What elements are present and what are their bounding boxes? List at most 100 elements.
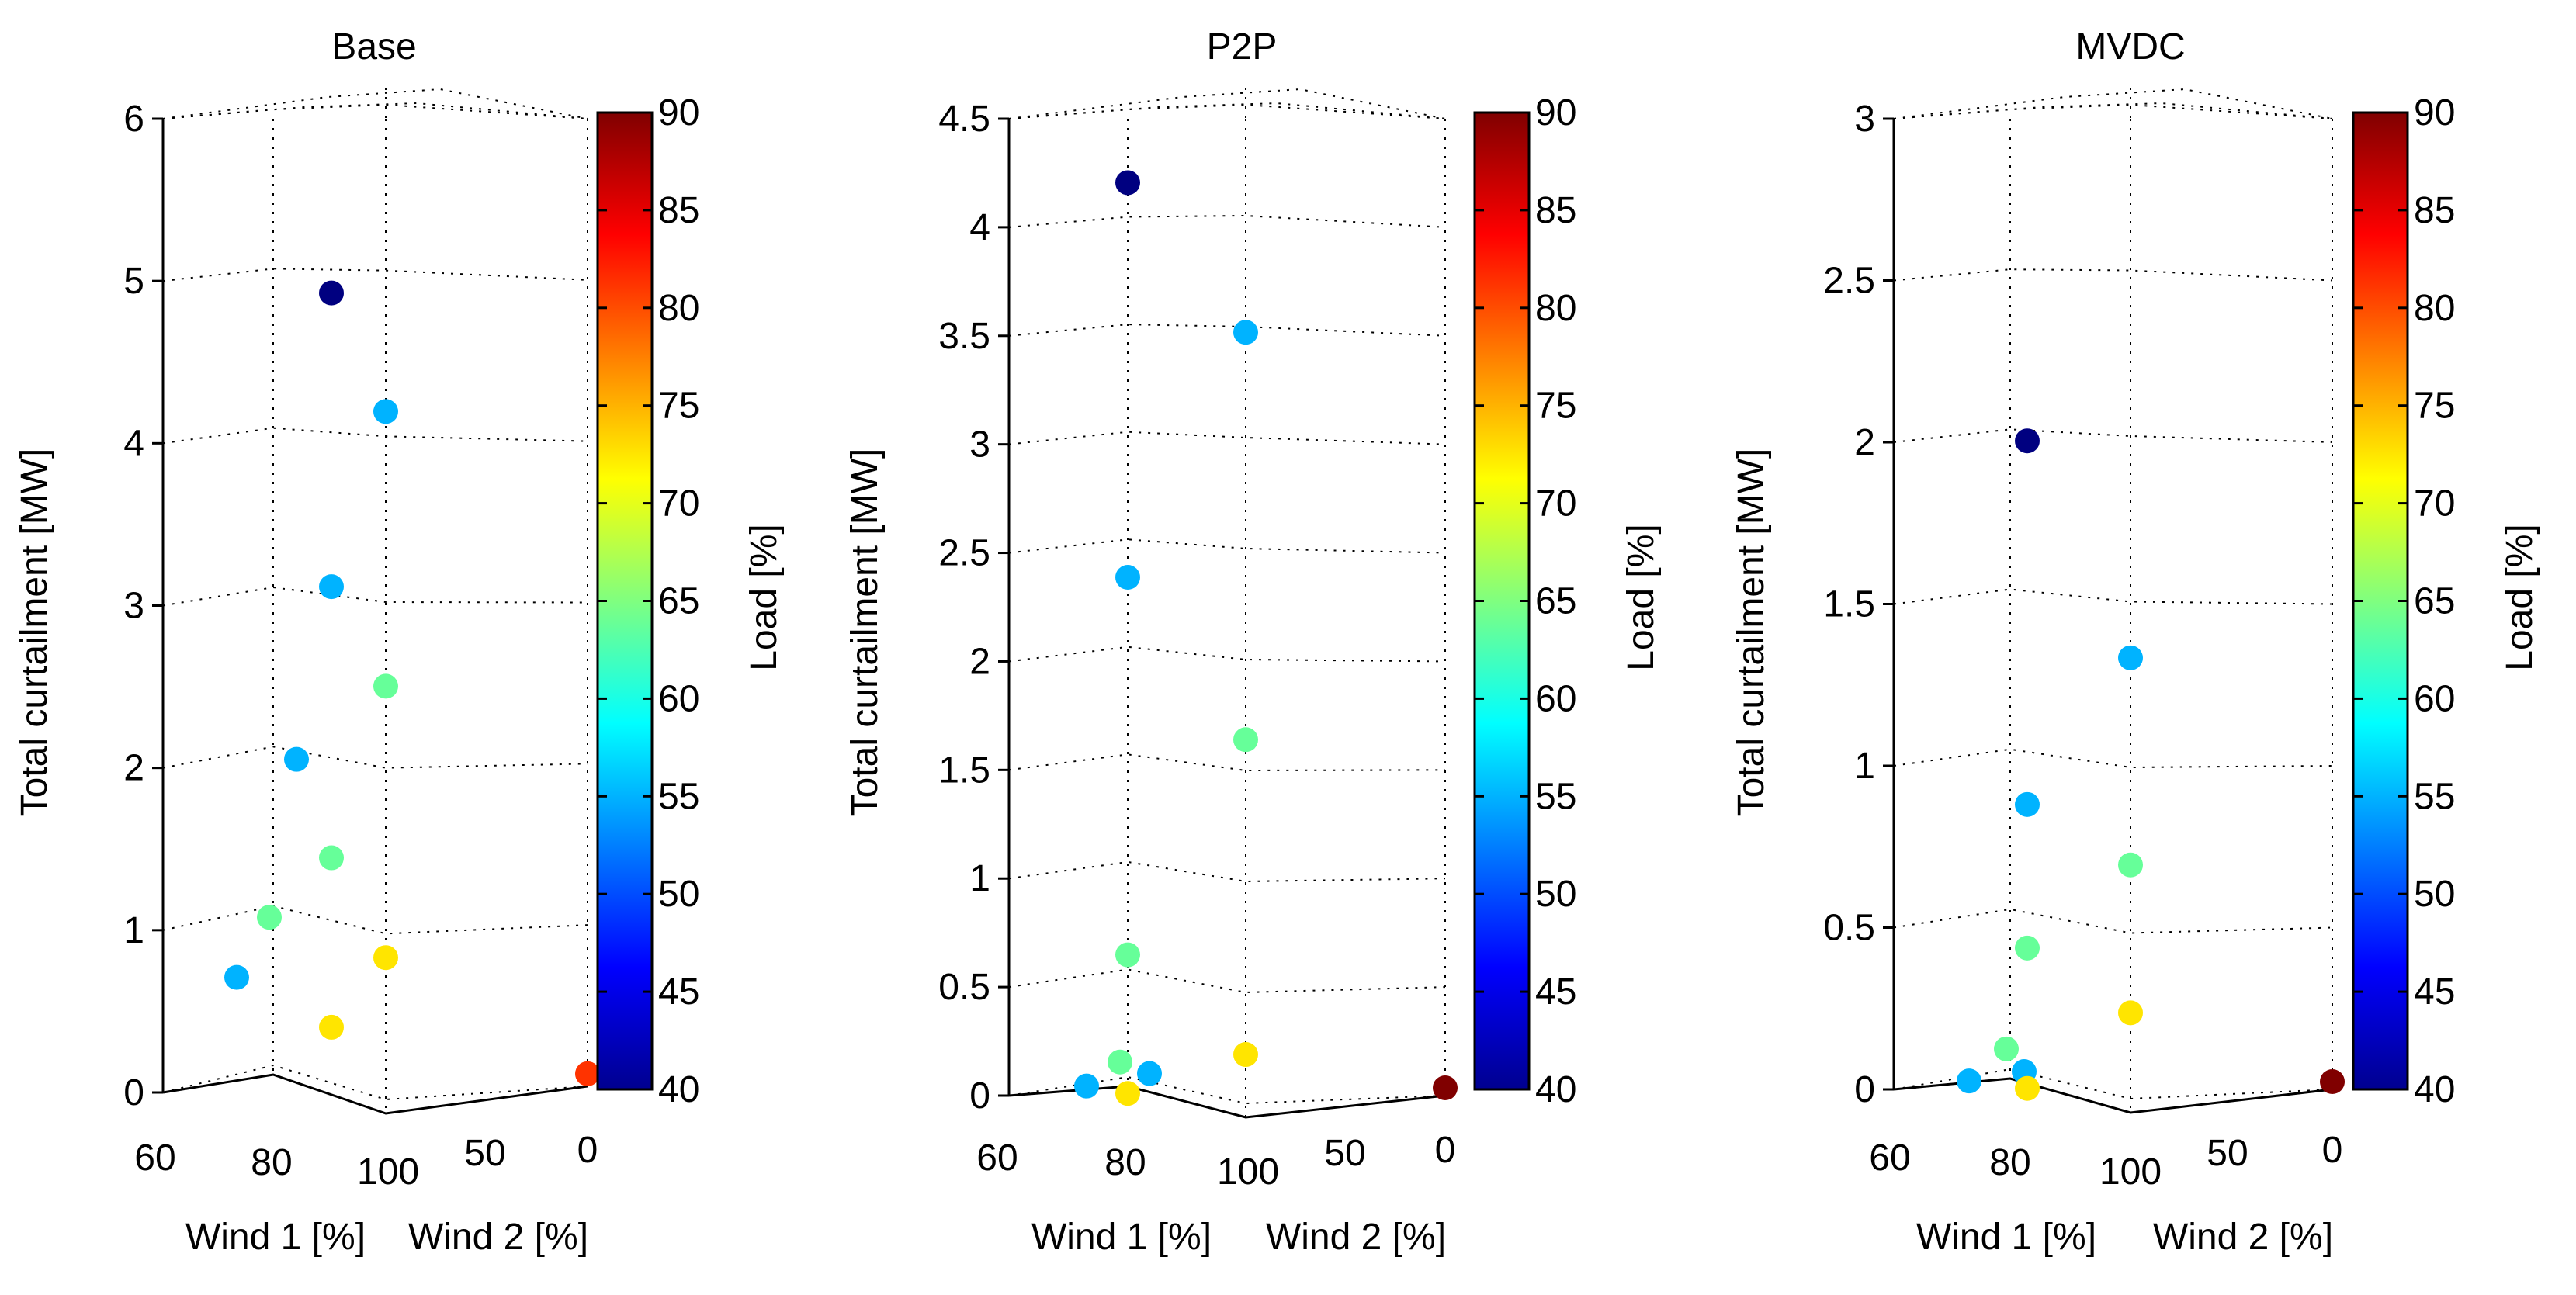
data-point xyxy=(1957,1068,1981,1094)
colorbar-tick-label: 50 xyxy=(2414,874,2455,915)
z-tick-label: 5 xyxy=(123,261,144,302)
colorbar-label: Load [%] xyxy=(744,524,785,670)
colorbar-tick-label: 80 xyxy=(658,288,699,329)
z-tick-label: 2.5 xyxy=(1823,261,1875,302)
z-tick-label: 4 xyxy=(969,207,990,248)
colorbar-tick-label: 90 xyxy=(658,92,699,133)
colorbar-tick-label: 85 xyxy=(658,190,699,231)
wind1-tick-label: 100 xyxy=(2099,1151,2162,1193)
colorbar-tick-label: 70 xyxy=(2414,483,2455,525)
colorbar-tick-label: 65 xyxy=(658,581,699,622)
z-axis-label: Total curtailment [MW] xyxy=(14,448,55,817)
colorbar-tick-label: 85 xyxy=(1535,190,1576,231)
z-tick-label: 3 xyxy=(969,424,990,466)
colorbar-tick-label: 50 xyxy=(1535,874,1576,915)
z-gridline xyxy=(162,103,588,119)
colorbar-tick-label: 45 xyxy=(2414,971,2455,1013)
z-tick-label: 2 xyxy=(969,641,990,682)
data-point xyxy=(2015,935,2040,961)
colorbar-tick-label: 75 xyxy=(658,386,699,427)
z-gridline xyxy=(1008,103,1446,119)
colorbar-tick-label: 60 xyxy=(2414,678,2455,719)
z-tick-label: 2 xyxy=(123,748,144,789)
wind1-tick-label: 100 xyxy=(1217,1151,1279,1193)
data-point xyxy=(575,1061,600,1086)
z-tick-label: 4.5 xyxy=(938,99,990,140)
wind1-tick-label: 60 xyxy=(134,1137,175,1179)
wind2-tick-label: 0 xyxy=(2322,1130,2343,1171)
colorbar-tick-label: 90 xyxy=(1535,92,1576,133)
data-point xyxy=(1074,1073,1099,1099)
z-gridline xyxy=(1008,968,1446,994)
colorbar-tick-label: 45 xyxy=(658,971,699,1013)
data-point xyxy=(1233,320,1258,345)
z-tick-label: 3 xyxy=(1854,99,1875,140)
z-tick-label: 0 xyxy=(1854,1069,1875,1110)
data-point xyxy=(2118,1000,2143,1026)
z-tick-label: 4 xyxy=(123,423,144,464)
wind1-axis-label: Wind 1 [%] xyxy=(185,1217,366,1258)
wind1-tick-label: 80 xyxy=(251,1142,292,1183)
base-axis-line xyxy=(162,1073,588,1115)
colorbar-tick-label: 45 xyxy=(1535,971,1576,1013)
data-point xyxy=(373,945,398,971)
z-tick-label: 0.5 xyxy=(1823,908,1875,949)
z-tick-label: 3 xyxy=(123,586,144,627)
z-tick-label: 2.5 xyxy=(938,533,990,574)
z-axis-label: Total curtailment [MW] xyxy=(844,448,886,817)
colorbar-tick-label: 70 xyxy=(658,483,699,525)
base-axis-line xyxy=(1008,1085,1446,1119)
colorbar-tick-label: 70 xyxy=(1535,483,1576,525)
box-top-edge xyxy=(162,88,588,119)
data-point xyxy=(1115,942,1140,968)
z-tick-label: 1 xyxy=(969,858,990,899)
wind2-tick-label: 0 xyxy=(577,1130,598,1171)
subplot-mvdc: MVDC 0 0.5 1 1.5 2 2.5 3 Total curtailment [MW] 6… xyxy=(1731,26,2540,1258)
z-gridline xyxy=(1008,431,1446,445)
wind1-tick-label: 80 xyxy=(1104,1142,1146,1183)
colorbar-tick-label: 75 xyxy=(2414,386,2455,427)
wind2-axis-label: Wind 2 [%] xyxy=(2153,1217,2333,1258)
wind2-tick-label: 50 xyxy=(464,1133,505,1174)
colorbar-tick-label: 65 xyxy=(1535,581,1576,622)
data-point xyxy=(1994,1036,2019,1061)
data-point xyxy=(1433,1075,1458,1100)
wind2-tick-label: 50 xyxy=(1324,1133,1365,1174)
colorbar-tick-label: 50 xyxy=(658,874,699,915)
data-point xyxy=(319,1014,344,1040)
data-point xyxy=(1233,727,1258,753)
data-point xyxy=(2320,1069,2345,1094)
data-point xyxy=(373,673,398,699)
z-gridline xyxy=(162,1064,588,1101)
z-tick-label: 0 xyxy=(123,1072,144,1113)
subplot-p2p: P2P 0 0.5 1 1.5 2 2.5 3 3.5 4 4.5 Total curtailment… xyxy=(844,26,1662,1258)
colorbar-label: Load [%] xyxy=(2499,524,2540,670)
box-top-edge xyxy=(1893,102,2333,119)
subplot-title: Base xyxy=(331,26,416,68)
data-point xyxy=(373,399,398,424)
colorbar-tick-label: 60 xyxy=(658,678,699,719)
z-axis-label: Total curtailment [MW] xyxy=(1731,448,1772,817)
wind1-axis-label: Wind 1 [%] xyxy=(1916,1217,2096,1258)
z-gridline xyxy=(1893,748,2333,769)
z-gridline xyxy=(162,427,588,445)
wind1-tick-label: 100 xyxy=(357,1151,419,1193)
z-gridline xyxy=(1008,753,1446,772)
colorbar-tick-label: 90 xyxy=(2414,92,2455,133)
box-top-edge xyxy=(1008,88,1446,119)
z-tick-label: 0 xyxy=(969,1075,990,1117)
data-point xyxy=(1115,565,1140,590)
wind1-axis-label: Wind 1 [%] xyxy=(1031,1217,1212,1258)
data-point xyxy=(1115,1081,1140,1106)
data-point xyxy=(2015,1075,2040,1101)
data-point xyxy=(2118,645,2143,670)
colorbar-tick-label: 60 xyxy=(1535,678,1576,719)
z-gridline xyxy=(1008,214,1446,228)
z-tick-label: 3.5 xyxy=(938,316,990,357)
data-point xyxy=(1233,1042,1258,1068)
z-gridline xyxy=(1893,908,2333,934)
data-point xyxy=(1108,1049,1132,1075)
z-gridline xyxy=(162,268,588,282)
z-tick-label: 1.5 xyxy=(938,750,990,791)
